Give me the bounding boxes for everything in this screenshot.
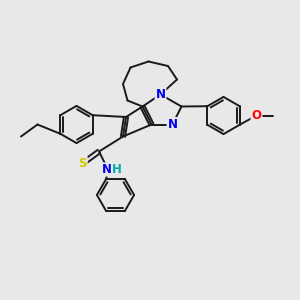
Text: S: S (78, 157, 87, 170)
Text: H: H (112, 163, 121, 176)
Text: N: N (155, 88, 166, 101)
Text: N: N (167, 118, 178, 131)
Text: N: N (101, 163, 112, 176)
Text: O: O (251, 109, 262, 122)
